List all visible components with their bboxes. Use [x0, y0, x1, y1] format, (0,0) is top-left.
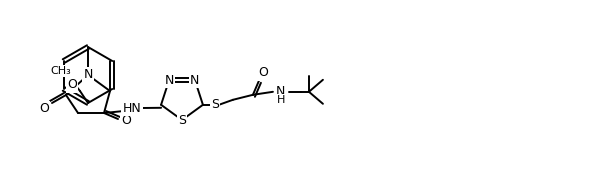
Text: O: O — [121, 114, 131, 127]
Text: N: N — [83, 69, 93, 81]
Text: O: O — [67, 79, 77, 92]
Text: H: H — [277, 95, 285, 105]
Text: N: N — [190, 74, 200, 87]
Text: O: O — [39, 103, 49, 116]
Text: O: O — [258, 66, 268, 79]
Text: N: N — [276, 85, 286, 98]
Text: S: S — [211, 98, 219, 111]
Text: N: N — [164, 74, 174, 87]
Text: S: S — [178, 113, 186, 127]
Text: HN: HN — [123, 102, 141, 114]
Text: CH₃: CH₃ — [51, 66, 71, 76]
